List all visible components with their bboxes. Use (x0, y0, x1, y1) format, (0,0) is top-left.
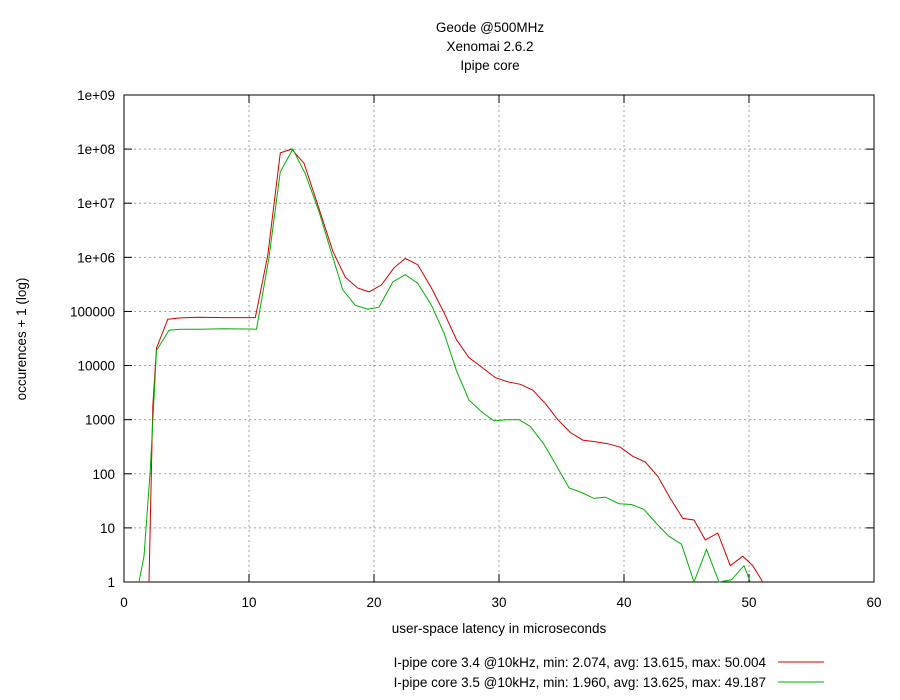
x-axis-ticks: 0 10 20 30 40 50 60 (120, 95, 882, 610)
y-axis-label: occurences + 1 (log) (14, 278, 29, 401)
series-line-1 (148, 148, 764, 583)
y-tick-label: 1000 (85, 413, 115, 428)
x-tick-label: 40 (616, 595, 631, 610)
grid-lines (124, 95, 874, 582)
y-tick-label: 1e+08 (77, 142, 115, 157)
x-tick-label: 0 (120, 595, 128, 610)
x-tick-label: 20 (366, 595, 381, 610)
title-line-1: Geode @500MHz (436, 20, 545, 35)
title-line-3: Ipipe core (460, 58, 519, 73)
x-axis-label: user-space latency in microseconds (392, 621, 607, 636)
y-tick-label: 1e+06 (77, 250, 115, 265)
y-tick-label: 100000 (70, 304, 115, 319)
chart-title: Geode @500MHz Xenomai 2.6.2 Ipipe core (436, 20, 545, 73)
series-lines (138, 148, 764, 584)
x-tick-label: 10 (241, 595, 256, 610)
y-tick-label: 100 (92, 467, 115, 482)
title-line-2: Xenomai 2.6.2 (446, 39, 533, 54)
series-line-2 (138, 148, 751, 584)
legend-entry-1: I-pipe core 3.4 @10kHz, min: 2.074, avg:… (394, 655, 767, 670)
y-axis-ticks: 1 10 100 1000 10000 100000 1e+06 1e+07 1e+08 1e+0… (70, 88, 874, 590)
plot-frame (123, 94, 875, 583)
y-tick-label: 10000 (77, 359, 115, 374)
x-tick-label: 60 (866, 595, 881, 610)
legend: I-pipe core 3.4 @10kHz, min: 2.074, avg:… (394, 655, 824, 690)
y-tick-label: 10 (100, 521, 115, 536)
y-tick-label: 1e+09 (77, 88, 115, 103)
legend-entry-2: I-pipe core 3.5 @10kHz, min: 1.960, avg:… (394, 675, 766, 690)
y-tick-label: 1 (107, 575, 115, 590)
x-tick-label: 50 (741, 595, 756, 610)
x-tick-label: 30 (491, 595, 506, 610)
y-tick-label: 1e+07 (77, 196, 115, 211)
